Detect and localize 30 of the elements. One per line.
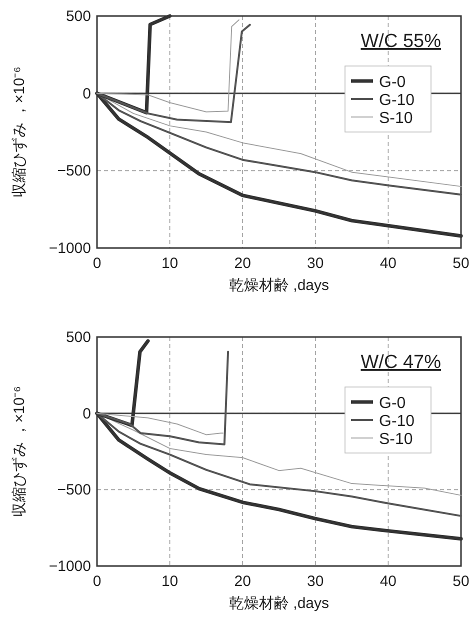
x-axis-title: 乾燥材齢 ,days [228, 277, 330, 294]
legend-label: G-0 [379, 74, 406, 91]
x-tick-label: 30 [307, 573, 324, 590]
annotation: W/C 55% [360, 31, 442, 52]
legend-label: S-10 [379, 110, 413, 127]
x-tick-label: 20 [234, 573, 251, 590]
annotation: W/C 47% [360, 352, 442, 373]
y-tick-label: −500 [57, 482, 91, 499]
legend-label: G-0 [379, 395, 406, 412]
x-tick-label: 40 [380, 573, 397, 590]
y-tick-label: −1000 [48, 558, 91, 575]
x-tick-label: 40 [380, 255, 397, 272]
x-tick-label: 30 [307, 255, 324, 272]
y-axis-title: 収縮ひずみ ，×10⁻⁶ [11, 386, 28, 517]
y-tick-label: 0 [82, 85, 91, 102]
y-tick-label: −500 [57, 162, 91, 180]
x-tick-label: 50 [452, 573, 470, 590]
y-tick-label: 0 [82, 405, 91, 422]
x-axis-title: 乾燥材齢 ,days [228, 595, 330, 612]
y-tick-label: 500 [66, 8, 91, 25]
legend-label: G-10 [379, 92, 415, 109]
y-tick-label: 500 [66, 329, 91, 346]
x-tick-label: 20 [234, 255, 251, 272]
x-tick-label: 50 [452, 255, 470, 272]
x-tick-label: 10 [161, 255, 178, 272]
y-axis-title: 収縮ひずみ ，×10⁻⁶ [11, 66, 28, 198]
legend-label: G-10 [379, 413, 415, 430]
y-tick-label: −1000 [48, 240, 91, 257]
legend-label: S-10 [379, 431, 413, 448]
x-tick-label: 10 [161, 573, 178, 590]
